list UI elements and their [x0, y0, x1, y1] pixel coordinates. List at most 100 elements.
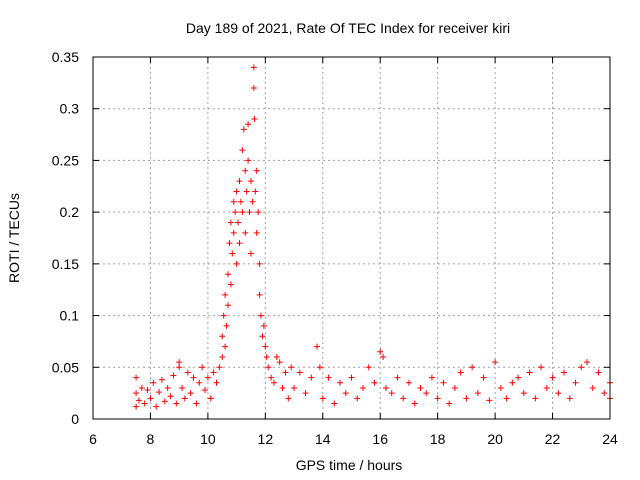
- data-point: [224, 302, 231, 309]
- data-points: [133, 64, 613, 410]
- x-tick-label: 20: [487, 431, 503, 447]
- data-point: [270, 379, 277, 386]
- data-point: [190, 374, 197, 381]
- data-point: [233, 188, 240, 195]
- data-point: [282, 369, 289, 376]
- data-point: [176, 359, 183, 366]
- data-point: [417, 384, 424, 391]
- data-point: [242, 229, 249, 236]
- data-point: [314, 343, 321, 350]
- data-point: [411, 400, 418, 407]
- x-tick-label: 24: [602, 431, 618, 447]
- y-tick-label: 0.3: [60, 101, 80, 117]
- data-point: [223, 322, 230, 329]
- data-point: [359, 384, 366, 391]
- data-point: [589, 384, 596, 391]
- axis-ticks: [92, 56, 611, 420]
- data-point: [371, 379, 378, 386]
- data-point: [167, 393, 174, 400]
- data-point: [246, 209, 253, 216]
- data-point: [263, 353, 270, 360]
- data-point: [288, 364, 295, 371]
- data-point: [538, 364, 545, 371]
- data-point: [268, 374, 275, 381]
- tick-labels: 6 8 10 12 14 16 18 20 22 24 0 0.05 0.1 0.15 0.2 0.25 0.3…: [52, 49, 618, 447]
- data-point: [235, 219, 242, 226]
- x-tick-label: 16: [372, 431, 388, 447]
- data-point: [150, 379, 157, 386]
- data-point: [173, 400, 180, 407]
- y-axis-label: ROTI / TECUs: [6, 193, 22, 283]
- data-point: [245, 121, 252, 128]
- data-point: [141, 400, 148, 407]
- data-point: [584, 359, 591, 366]
- data-point: [566, 395, 573, 402]
- data-point: [247, 250, 254, 257]
- data-point: [291, 384, 298, 391]
- data-point: [337, 379, 344, 386]
- data-point: [480, 374, 487, 381]
- data-point: [497, 384, 504, 391]
- data-point: [207, 395, 214, 402]
- data-point: [249, 198, 256, 205]
- x-tick-label: 12: [258, 431, 274, 447]
- data-point: [388, 390, 395, 397]
- data-point: [224, 271, 231, 278]
- data-point: [184, 369, 191, 376]
- y-tick-label: 0.25: [52, 152, 79, 168]
- data-point: [572, 379, 579, 386]
- data-point: [239, 147, 246, 154]
- data-point: [236, 178, 243, 185]
- data-point: [253, 229, 260, 236]
- data-point: [503, 395, 510, 402]
- data-point: [451, 384, 458, 391]
- data-point: [255, 209, 262, 216]
- data-point: [486, 397, 493, 404]
- data-point: [253, 167, 260, 174]
- data-point: [256, 260, 263, 267]
- data-point: [434, 395, 441, 402]
- data-point: [262, 343, 269, 350]
- data-point: [308, 374, 315, 381]
- data-point: [204, 374, 211, 381]
- data-point: [509, 379, 516, 386]
- data-point: [227, 281, 234, 288]
- data-point: [239, 209, 246, 216]
- data-point: [258, 312, 265, 319]
- data-point: [164, 384, 171, 391]
- data-point: [138, 384, 145, 391]
- data-point: [216, 364, 223, 371]
- data-point: [354, 395, 361, 402]
- data-point: [196, 379, 203, 386]
- y-tick-label: 0.2: [60, 204, 80, 220]
- data-point: [230, 198, 237, 205]
- data-point: [296, 369, 303, 376]
- data-point: [210, 369, 217, 376]
- data-point: [252, 188, 259, 195]
- y-tick-label: 0.35: [52, 49, 79, 65]
- x-tick-label: 18: [430, 431, 446, 447]
- x-tick-label: 14: [315, 431, 331, 447]
- data-point: [469, 364, 476, 371]
- data-point: [526, 369, 533, 376]
- data-point: [331, 400, 338, 407]
- data-point: [240, 126, 247, 133]
- data-point: [158, 376, 165, 383]
- y-tick-label: 0.05: [52, 359, 79, 375]
- data-point: [236, 240, 243, 247]
- data-point: [377, 348, 384, 355]
- y-tick-label: 0: [71, 411, 79, 427]
- data-point: [348, 374, 355, 381]
- x-tick-label: 10: [200, 431, 216, 447]
- data-point: [423, 390, 430, 397]
- data-point: [578, 364, 585, 371]
- data-point: [365, 364, 372, 371]
- y-tick-label: 0.1: [60, 308, 80, 324]
- data-point: [202, 387, 209, 394]
- data-point: [251, 116, 258, 123]
- data-point: [176, 364, 183, 371]
- x-tick-label: 22: [545, 431, 561, 447]
- data-point: [325, 374, 332, 381]
- plot-frame: [92, 56, 611, 420]
- data-point: [256, 291, 263, 298]
